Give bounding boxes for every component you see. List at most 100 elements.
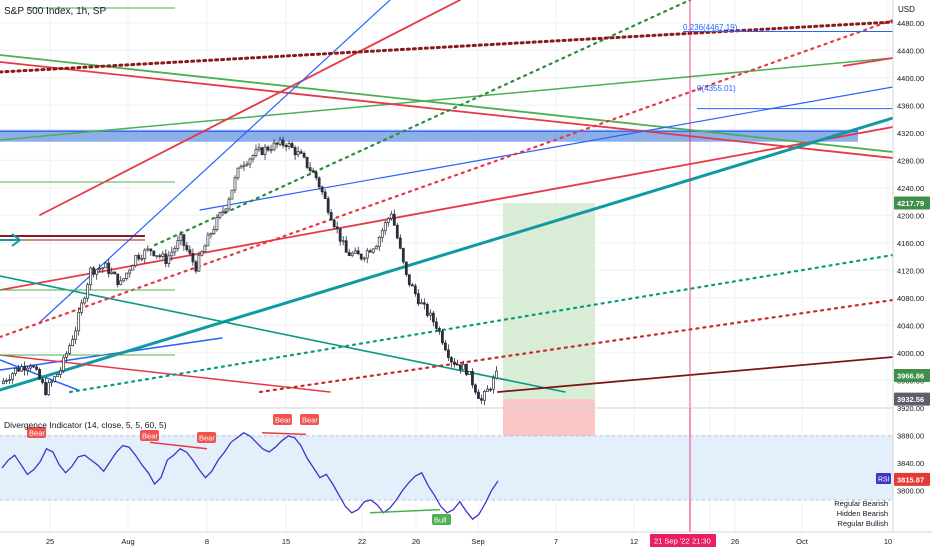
time-tick-label: 25 xyxy=(46,537,54,546)
candle xyxy=(465,363,468,377)
blue-trendline xyxy=(0,337,223,371)
candle xyxy=(62,355,66,374)
bull-divergence-line xyxy=(369,508,441,514)
candle xyxy=(308,162,312,176)
price-tick-label: 4480.00 xyxy=(897,19,924,28)
candle xyxy=(242,161,246,172)
candle-body xyxy=(359,253,363,260)
red-trendline xyxy=(0,126,894,291)
candle-body xyxy=(140,258,144,260)
bear-label: Bear xyxy=(273,414,292,425)
candle-body xyxy=(206,234,210,247)
chart-title: S&P 500 Index, 1h, SP xyxy=(4,6,106,17)
bull-label-bg xyxy=(432,514,451,525)
candle xyxy=(137,252,141,262)
candle-body xyxy=(434,321,438,329)
candles xyxy=(2,136,498,406)
target-price-tag: 4217.79 xyxy=(894,196,930,210)
candle xyxy=(377,235,381,251)
candle-body xyxy=(68,345,72,354)
time-tick-label: 22 xyxy=(358,537,366,546)
candle xyxy=(20,363,23,373)
candle xyxy=(371,248,375,255)
last-price-tag: 3966.86 xyxy=(894,369,930,383)
candle xyxy=(419,298,423,305)
candle xyxy=(269,144,273,154)
candle-body xyxy=(437,328,441,332)
candle xyxy=(215,214,219,232)
candle xyxy=(471,368,474,389)
candle-body xyxy=(272,142,276,151)
candle-body xyxy=(287,143,291,148)
candle-body xyxy=(200,251,204,256)
green-dotted-trendline xyxy=(153,0,692,247)
candle xyxy=(212,225,216,236)
candle-body xyxy=(236,167,240,179)
red-trendline xyxy=(0,61,894,159)
candle-body xyxy=(308,167,312,172)
candle-body xyxy=(182,234,186,246)
entry-price-tag: 3932.56 xyxy=(894,392,930,406)
candle xyxy=(134,254,138,268)
price-tick-label: 3880.00 xyxy=(897,431,924,440)
time-axis[interactable]: 25Aug8152226Sep7121926Oct1021 Sep '2221:… xyxy=(0,531,932,550)
candle-body xyxy=(425,303,429,316)
candle-body xyxy=(38,369,41,380)
candle xyxy=(326,195,330,216)
candle xyxy=(161,251,165,259)
candle xyxy=(59,367,63,379)
candle xyxy=(368,248,372,253)
candle xyxy=(281,136,285,149)
candle-body xyxy=(203,245,207,252)
bear-label-bg xyxy=(27,427,46,438)
candle xyxy=(146,245,150,252)
cursor-date-bg xyxy=(650,534,716,547)
stop-price-tag-bg xyxy=(894,472,930,486)
candle-body xyxy=(266,146,270,151)
target-price-tag-text: 4217.79 xyxy=(897,199,924,208)
candle-body xyxy=(419,302,423,305)
candle xyxy=(450,356,453,368)
candle-body xyxy=(128,269,132,274)
candle-body xyxy=(11,373,14,380)
candle xyxy=(389,210,393,221)
candle xyxy=(17,364,20,372)
candle xyxy=(296,146,300,158)
candle-body xyxy=(296,151,300,156)
candle xyxy=(29,363,32,372)
candle-body xyxy=(492,377,495,390)
time-tick-label: Aug xyxy=(121,537,134,546)
red-trendline xyxy=(39,0,461,216)
maroon-trendline xyxy=(497,356,894,393)
price-axis[interactable]: 4480.00 4440.00 4400.00 4360.00 4320.00 4280.… xyxy=(892,0,932,550)
candle xyxy=(474,383,477,395)
price-tick-label: 4280.00 xyxy=(897,156,924,165)
candle xyxy=(260,146,264,156)
time-tick-label: 7 xyxy=(554,537,558,546)
candle xyxy=(41,377,44,385)
candle xyxy=(395,222,399,240)
candle xyxy=(251,154,255,163)
candle xyxy=(227,196,231,212)
bear-label-text: Bear xyxy=(142,432,158,441)
candle-body xyxy=(143,249,147,259)
candle xyxy=(287,140,291,150)
candle-body xyxy=(5,380,8,383)
candle-body xyxy=(450,357,453,363)
candle-body xyxy=(468,370,471,375)
price-tick-label: 4160.00 xyxy=(897,239,924,248)
bear-label: Bear xyxy=(140,430,159,441)
green-trendline xyxy=(0,57,894,141)
price-tick-label: 4120.00 xyxy=(897,266,924,275)
candle-body xyxy=(233,177,237,191)
candle xyxy=(2,377,5,385)
candle xyxy=(23,361,26,376)
candle-body xyxy=(20,366,23,372)
candle xyxy=(101,267,105,273)
candle xyxy=(347,249,351,256)
candle xyxy=(89,266,93,290)
candle-body xyxy=(224,208,228,212)
candle xyxy=(344,235,348,253)
rsi-band xyxy=(0,436,893,500)
